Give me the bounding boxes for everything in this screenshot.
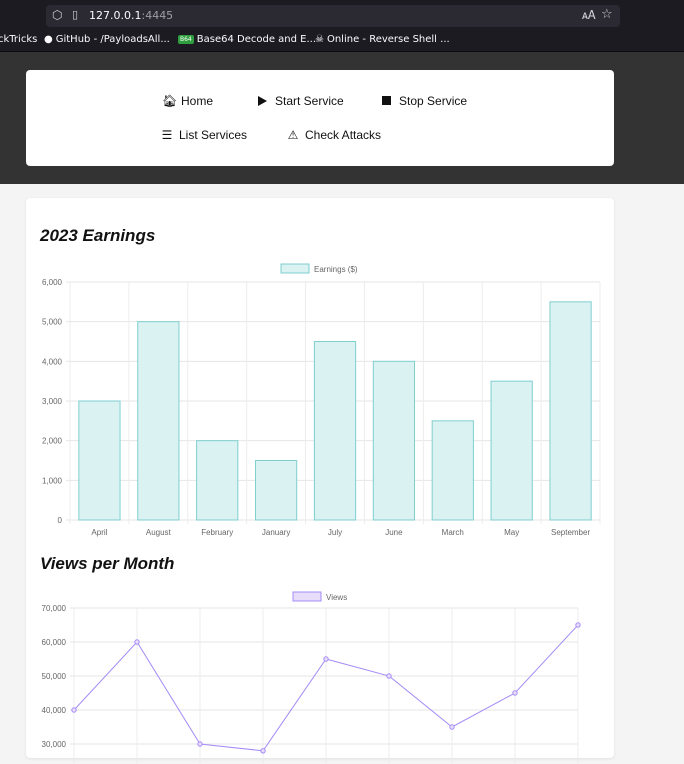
b64-icon: B64 (178, 35, 194, 44)
nav-stop-service[interactable]: Stop Service (380, 94, 467, 108)
nav-home[interactable]: 🏠︎ Home (162, 94, 213, 108)
x-tick-label: May (504, 528, 519, 537)
nav-list-services[interactable]: ☰ List Services (160, 128, 247, 142)
views-line-chart: Views 30,000 40,000 50,000 60,000 70,000 (42, 591, 581, 764)
x-tick-label: August (146, 528, 172, 537)
github-icon: ● (44, 34, 53, 45)
url-bar[interactable]: ⬡ ▯ 127.0.0.1:4445 🗚 ☆ (46, 5, 620, 27)
bookmark-label: Online - Reverse Shell ... (326, 34, 450, 45)
nav-card: 🏠︎ Home Start Service Stop Service ☰ List … (26, 70, 614, 166)
earnings-chart-title: 2023 Earnings (40, 226, 156, 245)
bar (196, 440, 239, 521)
bar (431, 420, 474, 521)
y-tick-label: 2,000 (42, 437, 63, 446)
legend-swatch (280, 263, 310, 274)
data-point (323, 656, 329, 662)
legend-swatch (292, 591, 322, 602)
bookmark-item[interactable]: ● GitHub - /PayloadsAll... (44, 34, 170, 45)
views-chart-title: Views per Month (40, 554, 175, 573)
y-tick-label: 50,000 (42, 672, 67, 681)
y-tick-label: 6,000 (42, 278, 63, 287)
home-icon: 🏠︎ (162, 94, 178, 108)
y-tick-label: 40,000 (42, 706, 67, 715)
earnings-bar-chart: Earnings ($) 0 1,000 2,000 3,000 4,000 5,000 6,… (42, 263, 601, 537)
url-text[interactable]: 127.0.0.1:4445 (89, 9, 173, 22)
data-point (575, 622, 581, 628)
warning-icon: ⚠︎ (287, 128, 299, 142)
y-tick-label: 5,000 (42, 318, 63, 327)
url-host: 127.0.0.1 (89, 9, 142, 22)
data-point (71, 707, 77, 713)
header-band: 🏠︎ Home Start Service Stop Service ☰ List … (0, 52, 684, 184)
data-point (512, 690, 518, 696)
y-tick-label: 4,000 (42, 357, 63, 366)
bar (78, 400, 121, 521)
nav-stop-label: Stop Service (399, 94, 468, 108)
nav-list-label: List Services (179, 128, 248, 142)
main-card: 2023 Earnings Earnings ($) 0 1,000 2,000 3,0… (26, 198, 614, 764)
bookmark-item[interactable]: ckTricks (0, 34, 37, 45)
bookmark-item[interactable]: ☠ Online - Reverse Shell ... (315, 34, 450, 45)
x-tick-label: April (91, 528, 107, 537)
bar (137, 321, 180, 521)
x-tick-label: September (551, 528, 590, 537)
translate-icon[interactable]: 🗚 (582, 8, 596, 22)
data-point (260, 748, 266, 754)
y-tick-label: 70,000 (42, 604, 67, 613)
bookmarks-bar: ckTricks ● GitHub - /PayloadsAll... B64 Ba… (0, 31, 684, 51)
bookmark-label: GitHub - /PayloadsAll... (55, 34, 170, 45)
nav-check-label: Check Attacks (305, 128, 382, 142)
bookmark-star-icon[interactable]: ☆ (601, 7, 613, 22)
nav-start-label: Start Service (275, 94, 344, 108)
bookmark-item[interactable]: B64 Base64 Decode and E... (178, 34, 316, 45)
data-point (197, 741, 203, 747)
y-tick-label: 3,000 (42, 397, 63, 406)
url-port: :4445 (141, 9, 174, 22)
nav-start-service[interactable]: Start Service (256, 94, 344, 108)
data-point (134, 639, 140, 645)
x-tick-label: July (328, 528, 342, 537)
skull-icon: ☠ (315, 34, 324, 45)
bar (372, 360, 415, 521)
nav-home-label: Home (181, 94, 214, 108)
bar (490, 380, 533, 521)
y-tick-label: 60,000 (42, 638, 67, 647)
bar (549, 301, 592, 521)
shield-icon[interactable]: ⬡ (52, 8, 63, 22)
x-tick-label: January (262, 528, 290, 537)
nav-check-attacks[interactable]: ⚠︎ Check Attacks (286, 128, 381, 142)
x-tick-label: March (442, 528, 464, 537)
legend-label: Earnings ($) (314, 265, 358, 274)
data-point (449, 724, 455, 730)
data-point (386, 673, 392, 679)
page-icon: ▯ (72, 8, 79, 21)
x-tick-label: February (201, 528, 233, 537)
browser-chrome: ⬡ ▯ 127.0.0.1:4445 🗚 ☆ ckTricks ● GitHub … (0, 0, 684, 52)
x-tick-label: June (385, 528, 403, 537)
play-icon (258, 96, 267, 106)
chrome-divider (0, 51, 684, 52)
bar (313, 341, 357, 521)
y-tick-label: 0 (58, 516, 63, 525)
legend-label: Views (326, 593, 347, 602)
bookmark-label: Base64 Decode and E... (196, 34, 317, 45)
bar (255, 460, 298, 521)
y-tick-label: 30,000 (42, 740, 67, 749)
y-tick-label: 1,000 (42, 476, 63, 485)
stop-icon (382, 96, 391, 105)
list-icon: ☰ (161, 128, 173, 142)
bookmark-label: ckTricks (0, 34, 38, 45)
